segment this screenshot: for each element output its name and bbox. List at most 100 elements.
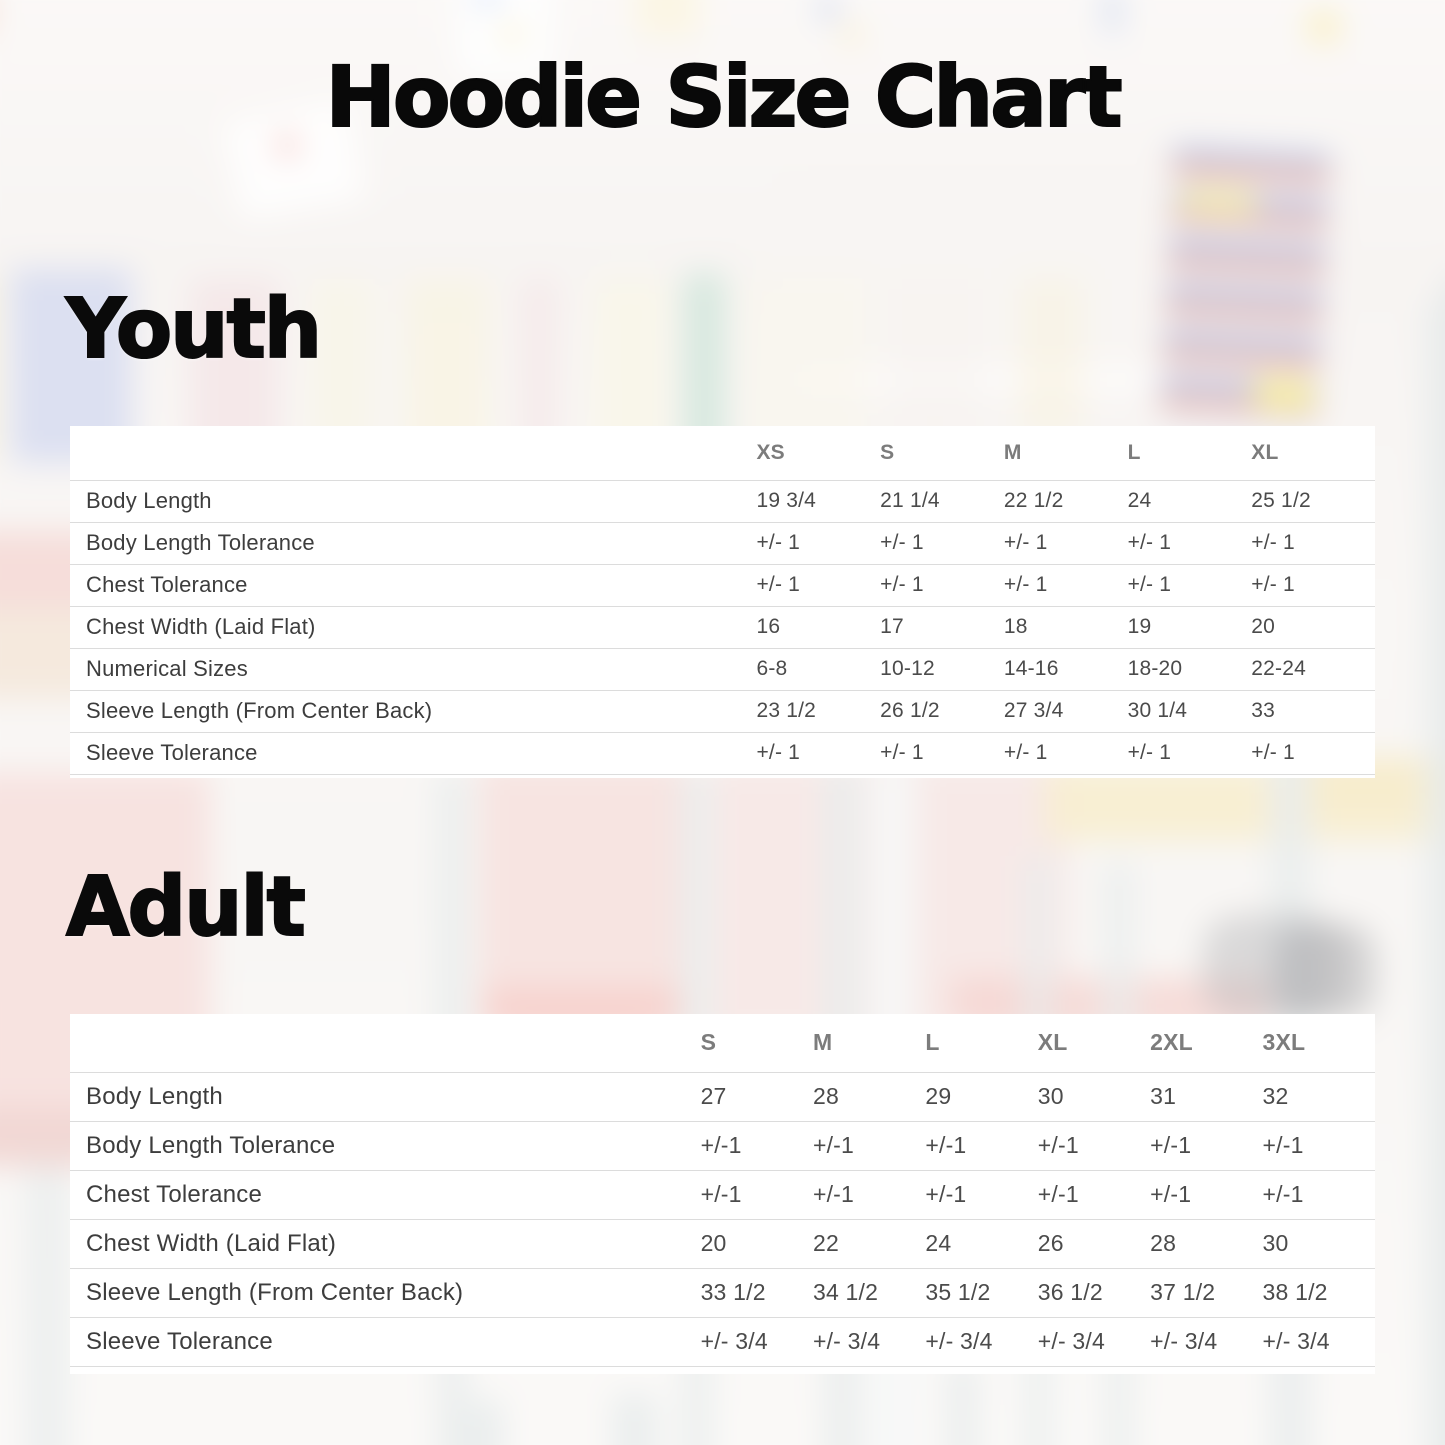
size-value-cell: 30 [1037,1072,1151,1122]
size-value-cell: 24 [1127,480,1252,523]
size-value-cell: +/- 3/4 [700,1317,813,1367]
size-value-cell: 21 1/4 [880,480,1004,523]
size-value-cell: +/- 1 [1127,732,1252,775]
size-value-cell: +/-1 [700,1170,813,1220]
size-value-cell: 14-16 [1003,648,1128,691]
table-row: Sleeve Tolerance +/- 3/4 +/- 3/4 +/- 3/4 +/-… [70,1317,1375,1367]
empty-header-cell [70,426,757,481]
adult-size-table: S M L XL 2XL 3XL Body Length 27 28 29 30 31 32 Body L… [70,1014,1375,1367]
row-label: Body Length [70,480,757,523]
size-value-cell: +/- 1 [1003,522,1128,565]
size-value-cell: 16 [756,606,881,649]
youth-section-heading: Youth [65,281,323,378]
size-value-cell: +/- 3/4 [1037,1317,1151,1367]
header-row: XS S M L XL [70,426,1375,481]
row-label: Sleeve Tolerance [70,1317,701,1367]
size-value-cell: 36 1/2 [1037,1268,1151,1318]
size-value-cell: 19 3/4 [756,480,881,523]
row-label: Body Length Tolerance [70,1121,701,1171]
adult-section-heading: Adult [65,859,307,956]
table-row: Chest Tolerance +/- 1 +/- 1 +/- 1 +/- 1 +/- 1 [70,564,1375,607]
row-label: Numerical Sizes [70,648,757,691]
size-value-cell: +/-1 [812,1170,926,1220]
row-label: Chest Width (Laid Flat) [70,606,757,649]
header-row: S M L XL 2XL 3XL [70,1014,1375,1073]
row-label: Sleeve Length (From Center Back) [70,1268,701,1318]
size-value-cell: +/-1 [1150,1121,1263,1171]
size-value-cell: +/-1 [812,1121,926,1171]
size-column-header: XL [1251,426,1375,481]
size-value-cell: 38 1/2 [1262,1268,1375,1318]
size-value-cell: 24 [925,1219,1038,1269]
table-row: Chest Tolerance +/-1 +/-1 +/-1 +/-1 +/-1 +/-1 [70,1170,1375,1220]
size-value-cell: +/- 1 [880,522,1004,565]
size-value-cell: 17 [880,606,1004,649]
size-column-header: XS [756,426,881,481]
size-value-cell: 22 [812,1219,926,1269]
size-value-cell: +/-1 [700,1121,813,1171]
size-value-cell: 25 1/2 [1251,480,1375,523]
size-value-cell: 10-12 [880,648,1004,691]
size-value-cell: 6-8 [756,648,881,691]
size-value-cell: 26 [1037,1219,1151,1269]
size-value-cell: +/- 1 [756,522,881,565]
row-label: Body Length [70,1072,701,1122]
size-value-cell: 30 [1262,1219,1375,1269]
row-label: Body Length Tolerance [70,522,757,565]
size-value-cell: 19 [1127,606,1252,649]
size-value-cell: +/-1 [1037,1121,1151,1171]
size-value-cell: +/- 1 [880,564,1004,607]
empty-header-cell [70,1014,701,1073]
size-value-cell: 33 1/2 [700,1268,813,1318]
size-column-header: S [880,426,1004,481]
size-value-cell: +/-1 [925,1170,1038,1220]
size-column-header: 3XL [1262,1014,1375,1073]
size-value-cell: +/- 1 [756,732,881,775]
row-label: Chest Tolerance [70,564,757,607]
size-column-header: M [812,1014,926,1073]
size-value-cell: +/- 1 [1251,564,1375,607]
size-value-cell: +/-1 [1037,1170,1151,1220]
row-label: Sleeve Tolerance [70,732,757,775]
size-value-cell: 32 [1262,1072,1375,1122]
youth-size-table-card: XS S M L XL Body Length 19 3/4 21 1/4 22 1/2 24 25… [70,426,1375,778]
size-value-cell: +/- 1 [1127,522,1252,565]
table-row: Chest Width (Laid Flat) 16 17 18 19 20 [70,606,1375,649]
size-value-cell: 28 [1150,1219,1263,1269]
table-row: Chest Width (Laid Flat) 20 22 24 26 28 30 [70,1219,1375,1269]
table-row: Numerical Sizes 6-8 10-12 14-16 18-20 22-24 [70,648,1375,691]
size-value-cell: 27 [700,1072,813,1122]
size-value-cell: 31 [1150,1072,1263,1122]
size-value-cell: +/- 1 [756,564,881,607]
size-value-cell: 35 1/2 [925,1268,1038,1318]
size-value-cell: +/- 1 [1251,522,1375,565]
size-value-cell: 20 [1251,606,1375,649]
table-row: Sleeve Length (From Center Back) 23 1/2 26… [70,690,1375,733]
table-row: Body Length 19 3/4 21 1/4 22 1/2 24 25 1/2 [70,480,1375,523]
size-column-header: L [1127,426,1252,481]
size-value-cell: 20 [700,1219,813,1269]
size-value-cell: +/- 1 [1127,564,1252,607]
size-column-header: XL [1037,1014,1151,1073]
size-value-cell: 33 [1251,690,1375,733]
size-value-cell: +/- 3/4 [812,1317,926,1367]
size-column-header: S [700,1014,813,1073]
size-value-cell: +/-1 [925,1121,1038,1171]
size-value-cell: 27 3/4 [1003,690,1128,733]
size-value-cell: +/- 1 [880,732,1004,775]
size-value-cell: 30 1/4 [1127,690,1252,733]
row-label: Chest Tolerance [70,1170,701,1220]
size-value-cell: 22 1/2 [1003,480,1128,523]
size-value-cell: +/- 1 [1003,564,1128,607]
size-column-header: 2XL [1150,1014,1263,1073]
size-value-cell: 18 [1003,606,1128,649]
adult-size-table-card: S M L XL 2XL 3XL Body Length 27 28 29 30 31 32 Body L… [70,1014,1375,1374]
size-value-cell: 18-20 [1127,648,1252,691]
size-column-header: L [925,1014,1038,1073]
size-value-cell: +/- 3/4 [1150,1317,1263,1367]
table-row: Body Length 27 28 29 30 31 32 [70,1072,1375,1122]
youth-size-table: XS S M L XL Body Length 19 3/4 21 1/4 22 1/2 24 25… [70,426,1375,775]
size-value-cell: 23 1/2 [756,690,881,733]
size-value-cell: 22-24 [1251,648,1375,691]
